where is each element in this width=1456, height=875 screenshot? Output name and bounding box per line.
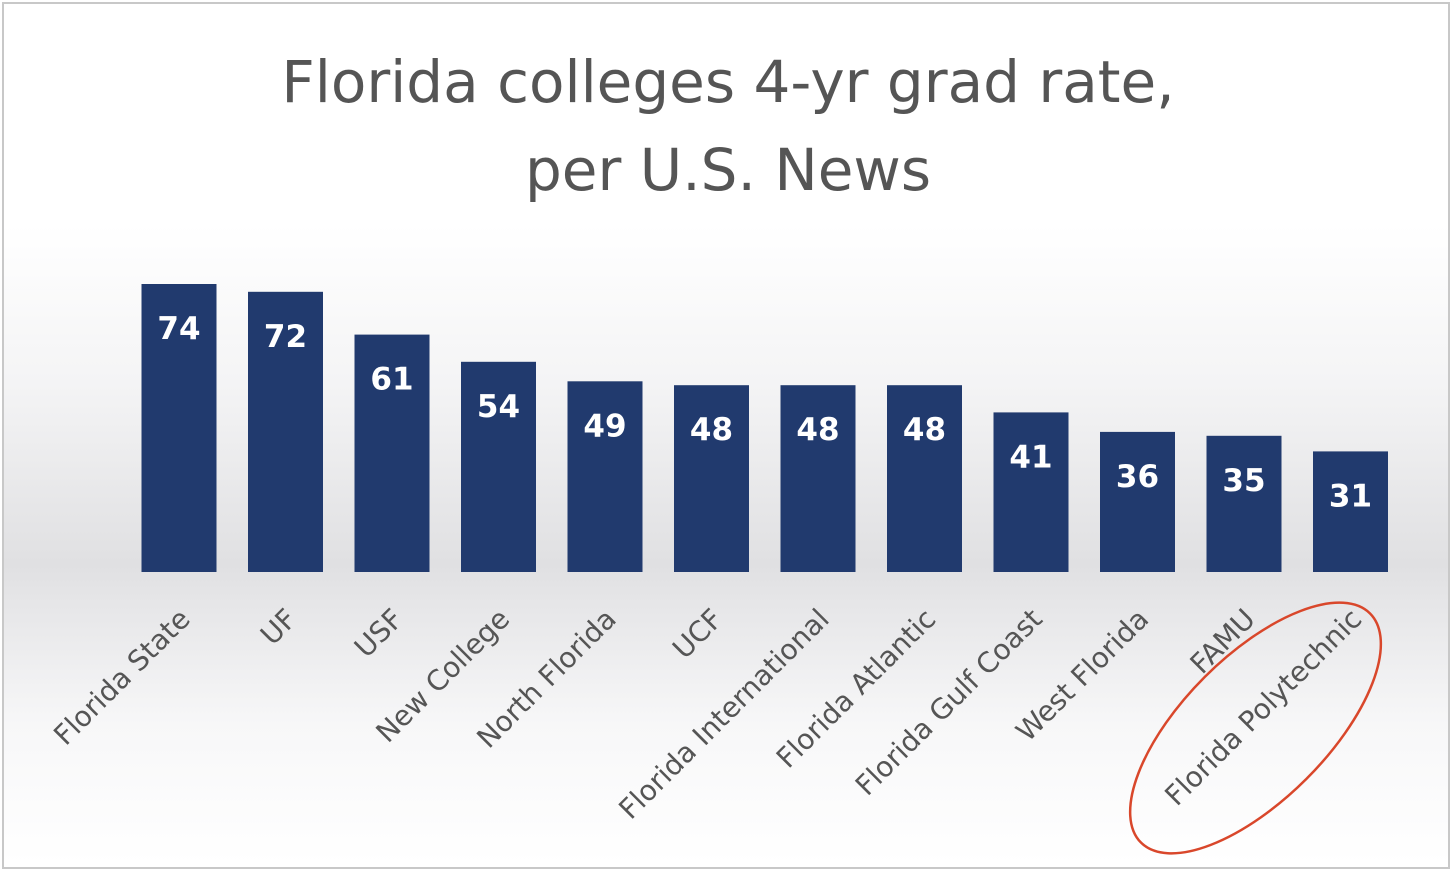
- value-label-10: 35: [1222, 463, 1265, 499]
- value-label-1: 72: [264, 319, 307, 355]
- chart-title: Florida colleges 4-yr grad rate,: [281, 48, 1174, 116]
- value-label-6: 48: [796, 412, 839, 448]
- bar-8: [993, 412, 1069, 572]
- bar-11: [1313, 451, 1388, 572]
- bar-0: [141, 284, 217, 572]
- value-labels-group: 74 72 61 54 49 48 48 48 41 36 35 31: [157, 311, 1372, 514]
- bar-5: [674, 385, 749, 572]
- category-label-8: Florida Gulf Coast: [849, 602, 1049, 802]
- value-label-8: 41: [1009, 439, 1052, 475]
- category-label-5: UCF: [666, 602, 729, 665]
- value-label-2: 61: [370, 362, 413, 398]
- bar-4: [567, 381, 643, 572]
- category-label-6: Florida International: [612, 602, 835, 825]
- bar-6: [780, 385, 856, 572]
- value-label-0: 74: [157, 311, 200, 347]
- category-label-0: Florida State: [47, 602, 196, 751]
- highlight-ellipse: [1128, 601, 1383, 855]
- value-label-3: 54: [477, 389, 520, 425]
- bar-3: [461, 361, 536, 572]
- category-label-1: UF: [254, 602, 303, 651]
- bar-10: [1206, 435, 1282, 572]
- value-label-5: 48: [690, 412, 733, 448]
- category-label-11: Florida Polytechnic: [1158, 602, 1368, 812]
- bar-2: [354, 334, 430, 572]
- chart-subtitle: per U.S. News: [525, 136, 931, 204]
- value-label-11: 31: [1329, 478, 1372, 514]
- bar-7: [887, 385, 962, 572]
- category-label-2: USF: [348, 602, 410, 664]
- value-label-4: 49: [583, 408, 626, 444]
- value-label-9: 36: [1116, 459, 1159, 495]
- bar-9: [1100, 431, 1175, 572]
- category-label-10: FAMU: [1184, 602, 1262, 680]
- bars-group: [141, 284, 1388, 572]
- value-label-7: 48: [903, 412, 946, 448]
- bar-chart: Florida colleges 4-yr grad rate, per U.S…: [47, 48, 1388, 855]
- bar-1: [248, 291, 323, 572]
